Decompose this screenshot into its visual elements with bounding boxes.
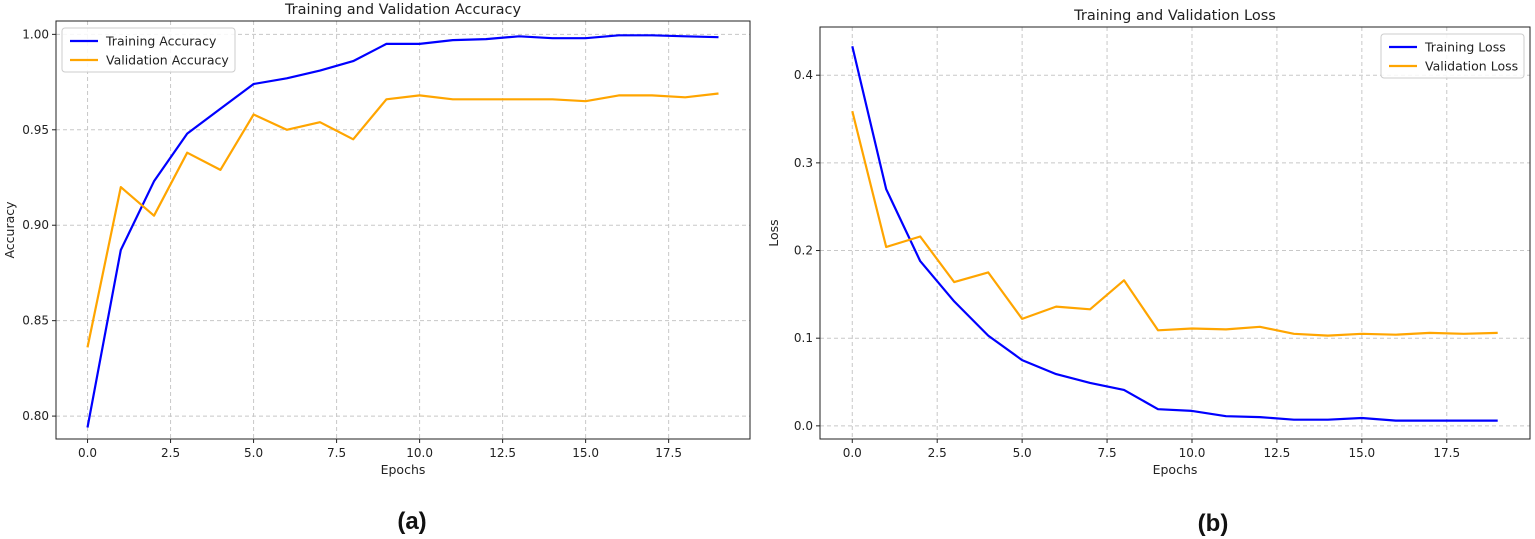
series-lines: [86, 34, 719, 428]
series-line-validation-loss: [851, 110, 1498, 337]
chart-loss: 0.0 2.5 5.0 7.5 10.0 12.5 15.0 17.5 0.00.10.20.…: [766, 8, 1531, 537]
legend: Training Accuracy Validation Accuracy: [61, 27, 236, 73]
series-lines: [851, 46, 1498, 422]
plot-frame: [819, 26, 1531, 440]
x-tick-label: 7.5: [327, 446, 346, 460]
y-tick-label: 1.00: [22, 27, 49, 41]
series-line-training-loss: [851, 46, 1498, 422]
y-axis-label: Loss: [766, 219, 781, 246]
legend-box: [61, 27, 236, 73]
legend-entry: Training Accuracy: [105, 34, 217, 49]
chart-title: Training and Validation Loss: [1073, 8, 1276, 24]
chart-title: Training and Validation Accuracy: [284, 2, 522, 18]
x-tick-label: 15.0: [1348, 446, 1375, 460]
panel-label: (b): [1198, 510, 1229, 537]
x-axis-ticks: 0.0 2.5 5.0 7.5 10.0 12.5 15.0 17.5: [78, 439, 682, 460]
x-axis-ticks: 0.0 2.5 5.0 7.5 10.0 12.5 15.0 17.5: [843, 439, 1460, 460]
y-tick-label: 0.90: [22, 218, 49, 232]
y-tick-label: 0.4: [794, 68, 813, 82]
y-tick-label: 0.3: [794, 156, 813, 170]
x-tick-label: 5.0: [1013, 446, 1032, 460]
chart-accuracy: 0.0 2.5 5.0 7.5 10.0 12.5 15.0 17.5 0.80 0.85 0.9…: [2, 2, 751, 535]
x-tick-label: 0.0: [843, 446, 862, 460]
y-axis-ticks: 0.80 0.85 0.90 0.95 1.00: [22, 27, 56, 423]
legend-entry: Validation Accuracy: [106, 53, 229, 68]
grid-lines: [56, 21, 750, 439]
series-line-training-accuracy: [86, 34, 719, 428]
legend: Training Loss Validation Loss: [1380, 33, 1525, 79]
legend-entry: Training Loss: [1424, 40, 1506, 55]
x-tick-label: 10.0: [406, 446, 433, 460]
grid-lines: [820, 27, 1530, 439]
plot-frame: [55, 20, 751, 440]
y-tick-label: 0.0: [794, 419, 813, 433]
y-tick-label: 0.80: [22, 409, 49, 423]
x-tick-label: 17.5: [655, 446, 682, 460]
x-tick-label: 5.0: [244, 446, 263, 460]
x-tick-label: 12.5: [1264, 446, 1291, 460]
x-tick-label: 10.0: [1179, 446, 1206, 460]
x-axis-label: Epochs: [381, 462, 426, 477]
x-tick-label: 2.5: [161, 446, 180, 460]
x-tick-label: 2.5: [928, 446, 947, 460]
y-tick-label: 0.2: [794, 244, 813, 258]
x-tick-label: 17.5: [1433, 446, 1460, 460]
y-tick-label: 0.85: [22, 314, 49, 328]
y-axis-ticks: 0.0 0.1 0.2 0.3 0.4: [794, 68, 820, 433]
x-tick-label: 12.5: [489, 446, 516, 460]
x-tick-label: 7.5: [1098, 446, 1117, 460]
x-tick-label: 0.0: [78, 446, 97, 460]
y-tick-label: 0.1: [794, 331, 813, 345]
y-tick-label: 0.95: [22, 123, 49, 137]
legend-entry: Validation Loss: [1425, 59, 1518, 74]
series-line-validation-accuracy: [86, 92, 719, 348]
y-axis-label: Accuracy: [2, 201, 17, 259]
panel-label: (a): [397, 508, 426, 535]
x-axis-label: Epochs: [1153, 462, 1198, 477]
x-tick-label: 15.0: [572, 446, 599, 460]
